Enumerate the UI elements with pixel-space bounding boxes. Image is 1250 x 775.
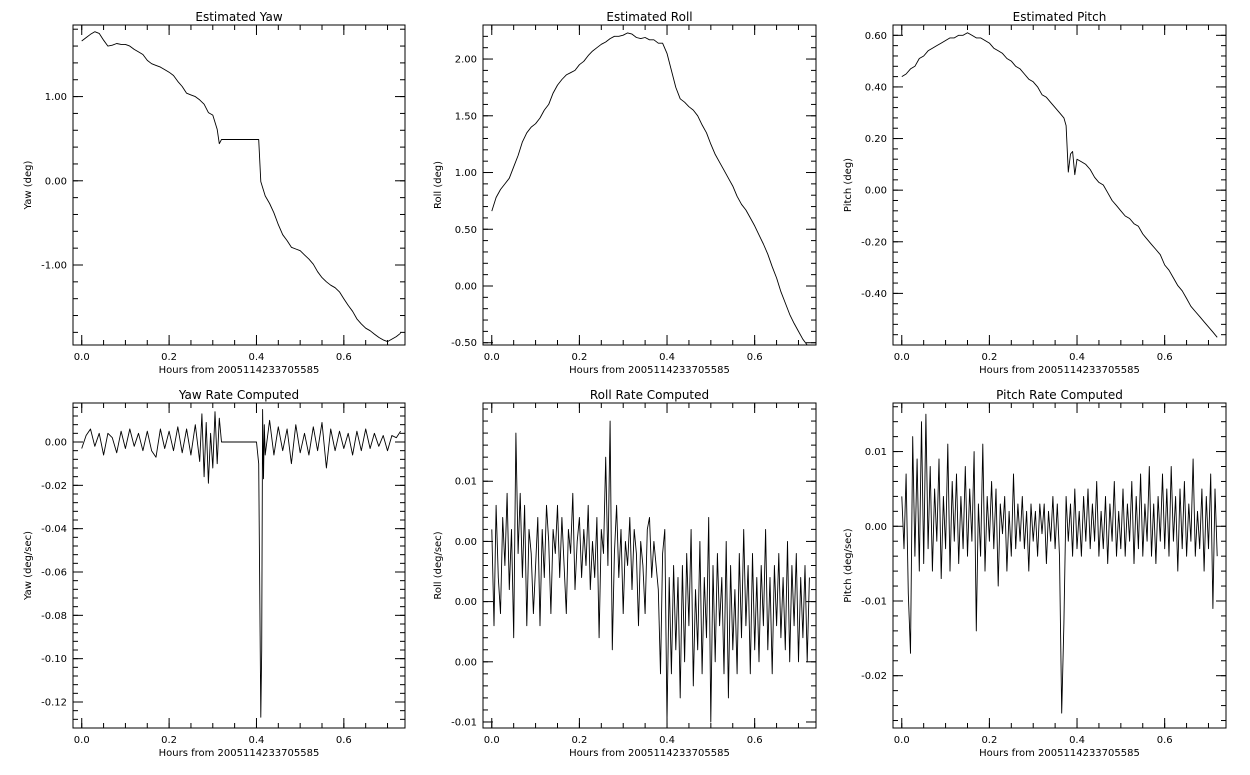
plot-frame [892,402,1227,729]
x-tick-label: 0.2 [981,735,997,746]
y-tick-label: 0.00 [455,281,477,292]
y-tick-label: -0.50 [451,338,477,349]
y-tick-label: -0.12 [41,698,67,709]
x-tick-label: 0.2 [161,735,177,746]
y-tick-label: -0.08 [41,611,67,622]
y-tick-label: -1.00 [41,261,67,272]
x-tick-label: 0.2 [981,352,997,363]
plot-frame [482,24,817,346]
y-tick-label: -0.01 [861,596,887,607]
x-tick-label: 0.4 [1069,352,1085,363]
y-tick-label: -0.20 [861,237,887,248]
chart-estimated-pitch: Estimated Pitch Hours from 20051142337055… [843,10,1227,376]
series-line [901,32,1218,338]
y-tick-label: 0.00 [45,176,67,187]
x-axis-label: Hours from 2005114233705585 [159,365,320,376]
x-tick-label: 0.6 [747,735,763,746]
x-tick-label: 0.6 [336,352,352,363]
y-axis-label: Pitch (deg) [843,158,854,212]
y-tick-label: 0.40 [865,82,887,93]
x-tick-label: 0.2 [161,352,177,363]
x-tick-label: 0.4 [249,352,265,363]
x-tick-label: 0.4 [1069,735,1085,746]
x-tick-label: 0.0 [894,735,910,746]
x-tick-label: 0.2 [571,352,587,363]
chart-title: Estimated Roll [606,10,692,24]
chart-title: Yaw Rate Computed [178,388,299,402]
x-tick-label: 0.6 [336,735,352,746]
y-tick-label: 0.01 [865,447,887,458]
x-axis-label: Hours from 2005114233705585 [979,748,1140,759]
x-tick-label: 0.0 [484,735,500,746]
y-tick-label: -0.01 [451,717,477,728]
series-line [491,32,812,346]
x-tick-label: 0.0 [74,735,90,746]
y-tick-label: 0.01 [455,477,477,488]
x-axis-label: Hours from 2005114233705585 [569,365,730,376]
x-axis-label: Hours from 2005114233705585 [159,748,320,759]
x-tick-label: 0.4 [659,352,675,363]
chart-estimated-roll: Estimated Roll Hours from 200511423370558… [433,10,817,376]
series-line [81,31,401,343]
y-tick-label: 0.60 [865,31,887,42]
y-tick-label: 0.00 [455,597,477,608]
series-line [901,413,1218,714]
y-tick-label: 0.00 [45,438,67,449]
y-tick-label: -0.10 [41,654,67,665]
x-axis-label: Hours from 2005114233705585 [569,748,730,759]
y-tick-label: 0.00 [865,186,887,197]
series-line [81,409,401,718]
y-axis-label: Yaw (deg) [23,160,34,210]
y-axis-label: Roll (deg/sec) [433,531,444,599]
y-tick-label: -0.02 [41,481,67,492]
chart-title: Roll Rate Computed [590,388,709,402]
x-tick-label: 0.0 [74,352,90,363]
x-tick-label: 0.2 [571,735,587,746]
chart-roll-rate-computed: Roll Rate Computed Hours from 20051142337… [433,388,817,759]
y-tick-label: 1.50 [455,111,477,122]
y-tick-label: -0.06 [41,568,67,579]
y-tick-label: 1.00 [455,168,477,179]
y-tick-label: -0.40 [861,289,887,300]
y-tick-label: -0.02 [861,671,887,682]
y-tick-label: -0.04 [41,524,67,535]
x-axis-label: Hours from 2005114233705585 [979,365,1140,376]
chart-title: Estimated Pitch [1013,10,1107,24]
y-tick-label: 2.00 [455,55,477,66]
y-axis-label: Roll (deg) [433,161,444,209]
x-tick-label: 0.6 [1157,735,1173,746]
x-tick-label: 0.4 [249,735,265,746]
y-tick-label: 0.50 [455,225,477,236]
series-line [491,420,810,723]
y-tick-label: 0.00 [455,657,477,668]
chart-title: Estimated Yaw [195,10,282,24]
y-axis-label: Pitch (deg/sec) [843,528,854,603]
x-tick-label: 0.4 [659,735,675,746]
plot-frame [892,24,1227,346]
chart-estimated-yaw: Estimated Yaw Hours from 2005114233705585… [23,10,406,376]
x-tick-label: 0.6 [1157,352,1173,363]
x-tick-label: 0.0 [894,352,910,363]
y-tick-label: 1.00 [45,92,67,103]
plot-frame [72,402,406,729]
x-tick-label: 0.6 [747,352,763,363]
plot-frame [72,24,406,346]
y-axis-label: Yaw (deg/sec) [23,531,34,601]
y-tick-label: 0.20 [865,134,887,145]
x-tick-label: 0.0 [484,352,500,363]
y-tick-label: 0.00 [865,522,887,533]
chart-yaw-rate-computed: Yaw Rate Computed Hours from 200511423370… [23,388,406,759]
chart-title: Pitch Rate Computed [996,388,1123,402]
y-tick-label: 0.00 [455,537,477,548]
chart-pitch-rate-computed: Pitch Rate Computed Hours from 2005114233… [843,388,1227,759]
